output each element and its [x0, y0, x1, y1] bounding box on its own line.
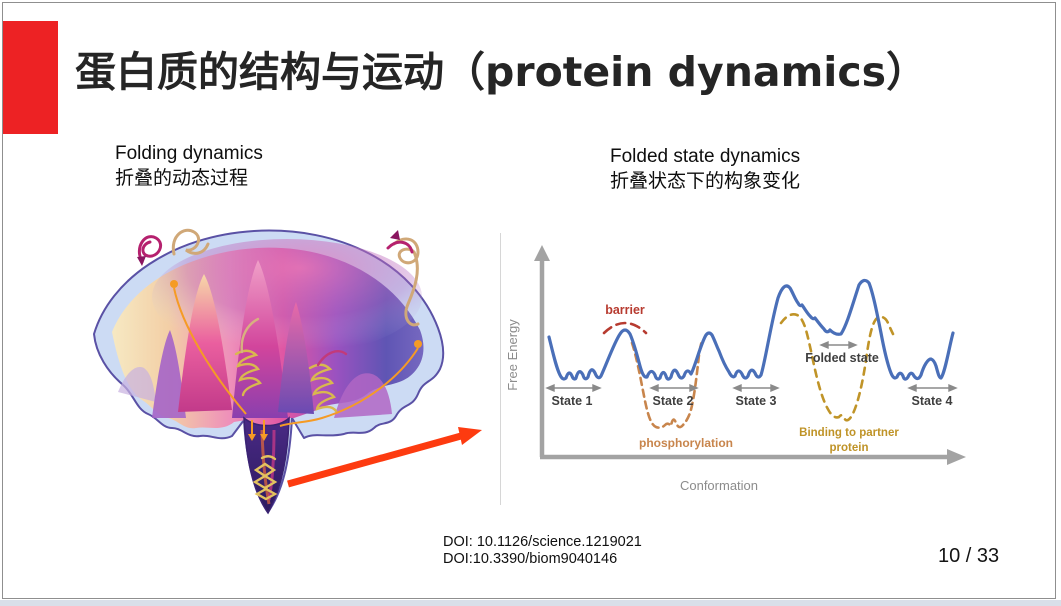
page-number: 10 / 33: [938, 545, 1000, 567]
state-1-label: State 1: [552, 394, 593, 408]
state-4-label: State 4: [912, 394, 953, 408]
unfolded-ribbon-top-left-icon: [137, 228, 210, 264]
folded-protein-icon: [252, 455, 278, 501]
barrier-label: barrier: [605, 303, 645, 317]
trajectory-arrowhead-2: [260, 434, 268, 441]
y-axis-arrowhead: [534, 245, 550, 261]
citation-line-1: DOI: 10.1126/science.1219021: [443, 534, 642, 550]
partially-folded-protein-right-icon: [308, 350, 348, 413]
phosphorylation-label: phosphorylation: [639, 436, 733, 450]
slide-title: 蛋白质的结构与运动（protein dynamics）: [75, 48, 928, 96]
folding-funnel-illustration: [82, 222, 462, 522]
pointer-arrow: [278, 418, 493, 496]
binding-curve: [779, 313, 895, 422]
caption-folding-dynamics-en: Folding dynamics: [115, 143, 263, 164]
citation-line-2: DOI:10.3390/biom9040146: [443, 550, 618, 567]
state-range-arrows: [545, 340, 958, 393]
caption-folded-state-dynamics-zh: 折叠状态下的构象变化: [610, 171, 801, 192]
red-accent-bar: [3, 21, 58, 134]
free-energy-chart-svg: Free Energy Conformation barrier State 1: [505, 245, 966, 493]
x-axis-arrowhead: [947, 449, 966, 465]
citation-block: DOI: 10.1126/science.1219021 DOI:10.3390…: [443, 534, 642, 567]
state-2-label: State 2: [653, 394, 694, 408]
folding-funnel-svg: [93, 228, 445, 515]
folded-state-label: Folded state: [805, 351, 879, 365]
free-energy-curve: [547, 278, 955, 381]
unfolded-ribbon-top-right-icon: [386, 237, 420, 327]
partially-folded-protein-left-icon: [234, 317, 262, 397]
caption-folding-dynamics: Folding dynamics 折叠的动态过程: [115, 141, 263, 191]
state-3-label: State 3: [736, 394, 777, 408]
barrier-arc: [602, 321, 648, 335]
free-energy-landscape-chart: Free Energy Conformation barrier State 1: [500, 233, 971, 505]
phosphorylation-curve: [630, 339, 704, 430]
binding-label-line1: Binding to partner: [799, 427, 899, 439]
y-axis-label: Free Energy: [505, 319, 520, 391]
funnel-top-glow: [152, 239, 422, 355]
trajectory-arrowhead-1: [248, 434, 256, 441]
caption-folded-state-dynamics: Folded state dynamics 折叠状态下的构象变化: [610, 144, 800, 194]
funnel-peak-small-left: [118, 367, 156, 402]
folding-trajectory-lines: [170, 280, 422, 434]
viewer-background-strip: [0, 600, 1061, 606]
ribbon-arrowhead-top-right: [390, 230, 400, 240]
x-axis-label: Conformation: [680, 478, 758, 493]
funnel-peak-left2: [152, 330, 186, 418]
caption-folded-state-dynamics-en: Folded state dynamics: [610, 146, 801, 167]
caption-folding-dynamics-zh: 折叠的动态过程: [115, 168, 249, 189]
funnel-peak-narrow: [278, 302, 314, 414]
binding-label-line2: protein: [830, 442, 869, 454]
ribbon-arrowhead-top-left: [137, 256, 146, 266]
pointer-arrow-svg: [287, 427, 482, 488]
